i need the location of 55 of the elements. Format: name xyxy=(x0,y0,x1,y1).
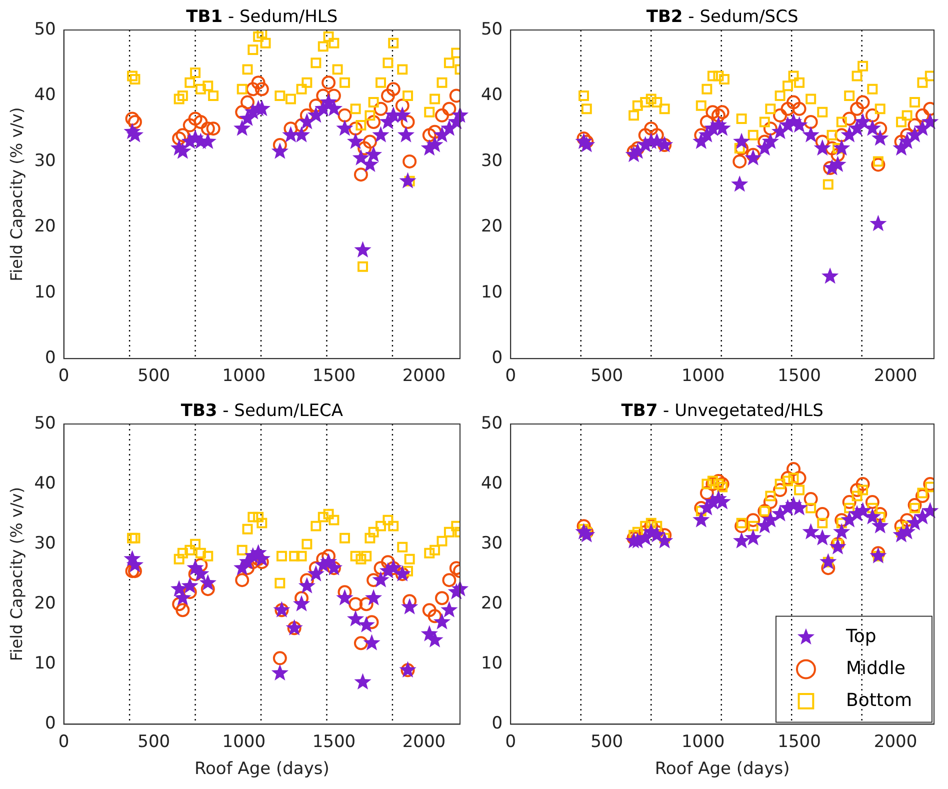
y-tick-label: 0 xyxy=(492,714,503,734)
x-tick-label: 2000 xyxy=(874,366,918,386)
chart-title: TB2 - Sedum/SCS xyxy=(646,6,798,27)
x-tick-label: 1500 xyxy=(312,366,356,386)
legend-label: Bottom xyxy=(846,690,912,711)
y-tick-label: 0 xyxy=(492,348,503,368)
y-tick-label: 20 xyxy=(480,594,503,614)
y-tick-label: 50 xyxy=(34,413,56,434)
legend-label: Middle xyxy=(846,658,906,679)
y-axis-title: Field Capacity (% v/v) xyxy=(6,487,26,662)
x-tick-label: 1500 xyxy=(778,366,821,386)
chart-title: TB3 - Sedum/LECA xyxy=(180,400,344,421)
y-tick-label: 40 xyxy=(34,85,56,106)
y-tick-label: 30 xyxy=(34,150,56,171)
y-tick-label: 0 xyxy=(45,714,56,734)
legend-label: Top xyxy=(844,626,876,647)
y-tick-label: 10 xyxy=(34,654,56,674)
x-tick-label: 0 xyxy=(505,366,516,386)
x-tick-label: 0 xyxy=(505,732,516,752)
y-tick-label: 20 xyxy=(34,216,56,237)
y-tick-label: 40 xyxy=(480,473,503,494)
x-tick-label: 2000 xyxy=(874,732,918,752)
x-tick-label: 2000 xyxy=(402,366,446,386)
y-tick-label: 50 xyxy=(480,413,503,434)
y-tick-label: 20 xyxy=(480,216,503,237)
y-tick-label: 40 xyxy=(34,473,56,494)
chart-title: TB7 - Unvegetated/HLS xyxy=(621,400,824,421)
y-tick-label: 30 xyxy=(480,534,503,554)
x-tick-label: 1500 xyxy=(312,732,356,752)
y-tick-label: 40 xyxy=(480,85,503,106)
x-tick-label: 500 xyxy=(590,732,624,752)
x-tick-label: 500 xyxy=(138,732,170,752)
x-tick-label: 0 xyxy=(58,366,70,386)
x-axis-title: Roof Age (days) xyxy=(194,759,330,780)
x-tick-label: 1000 xyxy=(222,732,266,752)
y-tick-label: 30 xyxy=(480,150,503,171)
y-tick-label: 10 xyxy=(480,282,503,302)
y-tick-label: 30 xyxy=(34,534,56,554)
x-tick-label: 1000 xyxy=(681,732,725,752)
x-tick-label: 500 xyxy=(590,366,624,386)
x-tick-label: 1000 xyxy=(681,366,725,386)
x-tick-label: 0 xyxy=(58,732,70,752)
y-tick-label: 10 xyxy=(480,654,503,674)
y-tick-label: 50 xyxy=(34,19,56,40)
x-tick-label: 500 xyxy=(138,366,170,386)
x-tick-label: 1500 xyxy=(778,732,821,752)
y-tick-label: 10 xyxy=(34,282,56,302)
y-tick-label: 0 xyxy=(45,348,56,368)
y-tick-label: 20 xyxy=(34,594,56,614)
x-tick-label: 1000 xyxy=(222,366,266,386)
y-axis-title: Field Capacity (% v/v) xyxy=(6,107,26,282)
x-tick-label: 2000 xyxy=(402,732,446,752)
x-axis-title: Roof Age (days) xyxy=(654,759,790,780)
chart-title: TB1 - Sedum/HLS xyxy=(186,6,338,27)
y-tick-label: 50 xyxy=(480,19,503,40)
